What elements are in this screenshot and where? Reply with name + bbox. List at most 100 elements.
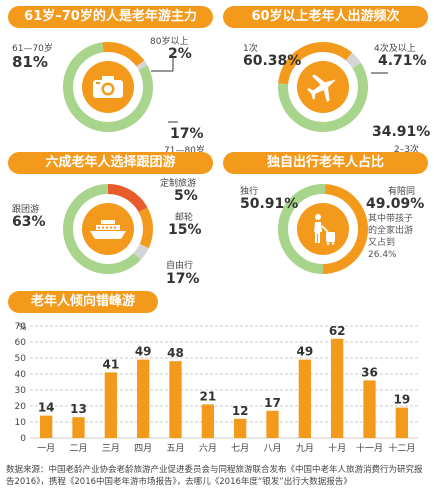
solo-donut-ring	[278, 184, 368, 274]
frequency-panel-title: 60岁以上老年人出游频次	[223, 6, 428, 28]
solo-panel-title: 独自出行老年人占比	[223, 152, 428, 174]
bar-value-label: 48	[167, 346, 184, 360]
x-tick-label: 九月	[296, 443, 314, 454]
frequency-2-3-label: 2–3次	[394, 145, 419, 155]
bar-value-label: 21	[199, 389, 216, 403]
bar-12	[395, 407, 408, 438]
airplane-icon	[297, 61, 349, 113]
x-tick-label: 六月	[199, 442, 217, 454]
custom-tour-label: 定制旅游	[160, 179, 197, 189]
bar-4	[137, 359, 150, 438]
x-tick-label: 十一月	[356, 442, 383, 454]
y-tick-label: 10	[15, 418, 27, 428]
donut-slice-1	[278, 184, 326, 274]
group-panel-title: 六成老年人选择跟团游	[8, 152, 213, 174]
x-tick-label: 四月	[134, 443, 152, 454]
x-tick-label: 七月	[231, 443, 249, 454]
x-tick-label: 一月	[37, 443, 55, 454]
donut-slice-1	[63, 184, 141, 274]
cruise-ship-icon	[82, 203, 134, 255]
offpeak-bar-chart: % 0 10 20 30 40 50 60 70 14 13 41 49 48 21 12 17 49 62 36…	[15, 322, 418, 454]
bar-value-label: 13	[70, 402, 87, 416]
frequency-4plus-value: 4.71%	[378, 53, 427, 69]
frequency-1-value: 60.38%	[243, 53, 302, 69]
cruise-label: 邮轮	[175, 213, 194, 223]
bar-2	[72, 417, 85, 438]
x-tick-label: 十二月	[388, 442, 415, 454]
bar-11	[363, 380, 376, 438]
age-80plus-label: 80岁以上	[150, 37, 189, 47]
frequency-1-label: 1次	[243, 44, 258, 54]
y-tick-label: 70	[15, 322, 27, 332]
traveler-luggage-icon	[297, 203, 349, 255]
bar-6	[201, 404, 214, 438]
bar-9	[298, 359, 311, 438]
bar-3	[104, 372, 117, 438]
bar-value-label: 36	[361, 365, 378, 379]
x-tick-label: 八月	[263, 443, 281, 454]
y-tick-label: 20	[15, 402, 27, 412]
camera-icon	[82, 61, 134, 113]
age-61-70-value: 81%	[12, 53, 48, 71]
companion-value: 49.09%	[366, 196, 425, 212]
companion-label: 有陪同	[388, 187, 416, 197]
group-donut	[63, 184, 153, 274]
donut-slice-2	[278, 42, 353, 85]
age-panel-title: 61岁–70岁的人是老年游主力	[8, 6, 213, 28]
bar-value-label: 62	[329, 324, 346, 338]
group-tour-label: 跟团游	[12, 205, 40, 215]
group-donut-ring	[63, 184, 153, 274]
donut-slice-2	[102, 42, 145, 67]
solo-value: 50.91%	[240, 196, 299, 212]
frequency-4plus-label: 4次及以上	[374, 44, 416, 54]
bar-10	[331, 338, 344, 438]
family-note-line-4: 26.4%	[368, 250, 397, 260]
self-guided-label: 自由行	[166, 261, 194, 271]
family-note-line-2: 的全家出游	[368, 226, 414, 236]
bar-1	[40, 415, 53, 438]
age-61-70-label: 61—70岁	[12, 44, 53, 54]
y-tick-label: 30	[15, 386, 27, 396]
family-note-line-1: 其中带孩子	[368, 214, 414, 224]
bar-value-label: 12	[232, 404, 249, 418]
frequency-donut	[278, 42, 388, 132]
age-71-80-value: 17%	[170, 126, 204, 142]
x-tick-label: 二月	[69, 443, 87, 454]
y-tick-label: 0	[20, 434, 26, 444]
frequency-donut-ring	[278, 42, 368, 132]
donut-slice-2	[322, 184, 368, 274]
age-donut-ring	[63, 42, 153, 132]
custom-tour-value: 5%	[174, 188, 198, 204]
data-source-footer: 数据来源：中国老龄产业协会老龄旅游产业促进委员会与同程旅游联合发布《中国中老年人…	[6, 465, 423, 487]
cruise-value: 15%	[168, 222, 202, 238]
bar-value-label: 19	[393, 393, 410, 407]
bar-8	[266, 410, 279, 438]
donut-slice-2	[107, 184, 148, 213]
age-71-80-label: 71—80岁	[164, 146, 205, 156]
donut-slice-1	[63, 42, 153, 132]
bar-value-label: 41	[102, 357, 119, 371]
group-tour-value: 63%	[12, 214, 46, 230]
bar-value-label: 49	[296, 345, 313, 359]
bar-5	[169, 361, 182, 438]
y-tick-label: 50	[15, 354, 27, 364]
bar-7	[234, 418, 247, 438]
donut-slice-3	[136, 60, 148, 71]
y-tick-label: 40	[15, 370, 27, 380]
x-tick-label: 五月	[166, 443, 184, 454]
y-axis-unit-label: %	[18, 323, 27, 333]
x-tick-label: 十月	[328, 442, 346, 454]
x-tick-label: 三月	[102, 443, 120, 454]
bar-value-label: 49	[135, 345, 152, 359]
solo-label: 独行	[240, 187, 259, 197]
solo-donut	[278, 184, 368, 274]
bar-value-label: 14	[38, 401, 55, 415]
bar-value-label: 17	[264, 396, 281, 410]
offpeak-chart-title: 老年人倾向错峰游	[8, 291, 158, 313]
y-tick-label: 60	[15, 338, 27, 348]
donut-slice-3	[138, 207, 153, 249]
self-guided-value: 17%	[166, 271, 200, 287]
family-note-line-3: 又占到	[368, 238, 396, 248]
donut-slice-4	[133, 243, 149, 260]
donut-slice-3	[345, 52, 361, 69]
